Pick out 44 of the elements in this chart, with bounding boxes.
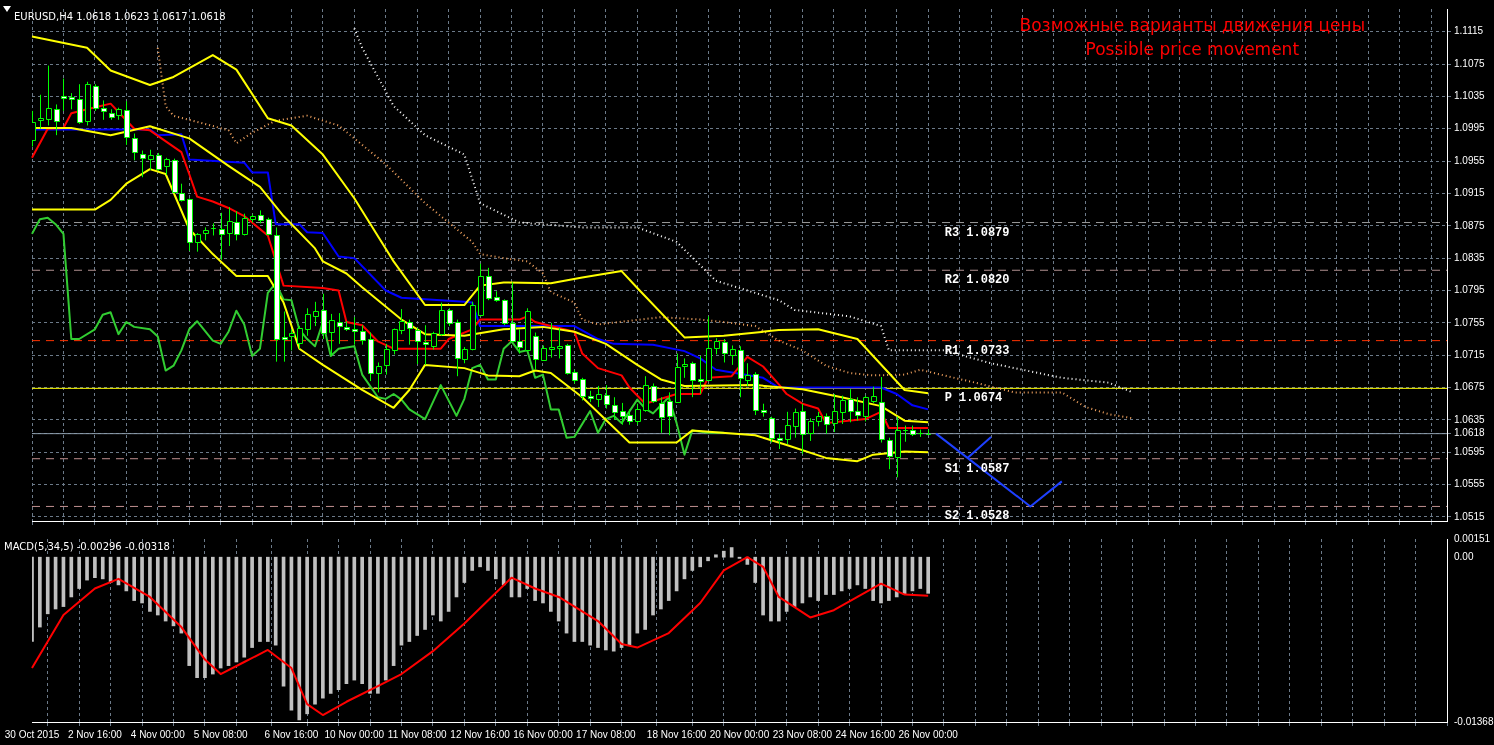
y-tick-label: 1.0635 <box>1454 413 1486 425</box>
ref-line-label: P 1.0674 <box>944 391 1003 406</box>
x-tick-label: 10 Nov 00:00 <box>324 728 385 740</box>
y-tick-label: 1.1075 <box>1454 57 1486 69</box>
ref-line-label: R3 1.0879 <box>944 225 1010 240</box>
x-tick-label: 20 Nov 00:00 <box>709 728 770 740</box>
x-tick-label: 24 Nov 16:00 <box>835 728 896 740</box>
annotation: Possible price movement <box>1085 39 1300 60</box>
x-tick-label: 16 Nov 00:00 <box>513 728 574 740</box>
y-tick-label: 1.0955 <box>1454 154 1486 166</box>
x-tick-label: 30 Oct 2015 <box>4 728 60 740</box>
y-tick-label: 1.0675 <box>1454 381 1486 393</box>
ref-line-label: S2 1.0528 <box>944 509 1010 524</box>
x-tick-label: 23 Nov 08:00 <box>772 728 833 740</box>
x-tick-label: 18 Nov 16:00 <box>646 728 707 740</box>
y-tick-label: 1.0875 <box>1454 219 1486 231</box>
y-tick-label: 1.0618 <box>1454 427 1486 439</box>
y-tick-label: 1.0515 <box>1454 510 1486 522</box>
x-tick-label: 6 Nov 16:00 <box>264 728 319 740</box>
y-tick-label: 1.0995 <box>1454 122 1486 134</box>
x-tick-label: 26 Nov 00:00 <box>898 728 959 740</box>
y-tick-label: 0.00151 <box>1454 532 1491 544</box>
y-tick-label: 0.00 <box>1454 550 1474 562</box>
ref-line-label: R1 1.0733 <box>944 343 1010 358</box>
y-tick-label: 1.0595 <box>1454 446 1486 457</box>
y-tick-label: 1.0835 <box>1454 251 1486 263</box>
ref-line-label: R2 1.0820 <box>944 273 1010 288</box>
chart-title: MACD(5,34,5) -0.00296 -0.00318 <box>4 540 170 552</box>
y-tick-label: 1.0755 <box>1454 316 1486 328</box>
x-tick-label: 17 Nov 08:00 <box>576 728 637 740</box>
y-tick-label: 1.0555 <box>1454 478 1486 490</box>
x-tick-label: 2 Nov 16:00 <box>67 728 123 740</box>
y-tick-label: -0.01368 <box>1454 715 1494 727</box>
y-tick-label: 1.0715 <box>1454 348 1486 360</box>
x-tick-label: 5 Nov 08:00 <box>193 728 249 740</box>
annotation: Возможные варианты движения цены <box>1019 15 1366 36</box>
x-tick-label: 11 Nov 08:00 <box>387 728 447 740</box>
x-tick-label: 12 Nov 16:00 <box>450 728 511 740</box>
y-tick-label: 1.1115 <box>1454 25 1484 37</box>
y-tick-label: 1.1035 <box>1454 90 1486 102</box>
x-tick-label: 4 Nov 00:00 <box>130 728 186 740</box>
y-tick-label: 1.0795 <box>1454 284 1486 296</box>
y-tick-label: 1.0915 <box>1454 187 1486 199</box>
chart-title: EURUSD,H4 1.0618 1.0623 1.0617 1.0618 <box>14 10 226 22</box>
